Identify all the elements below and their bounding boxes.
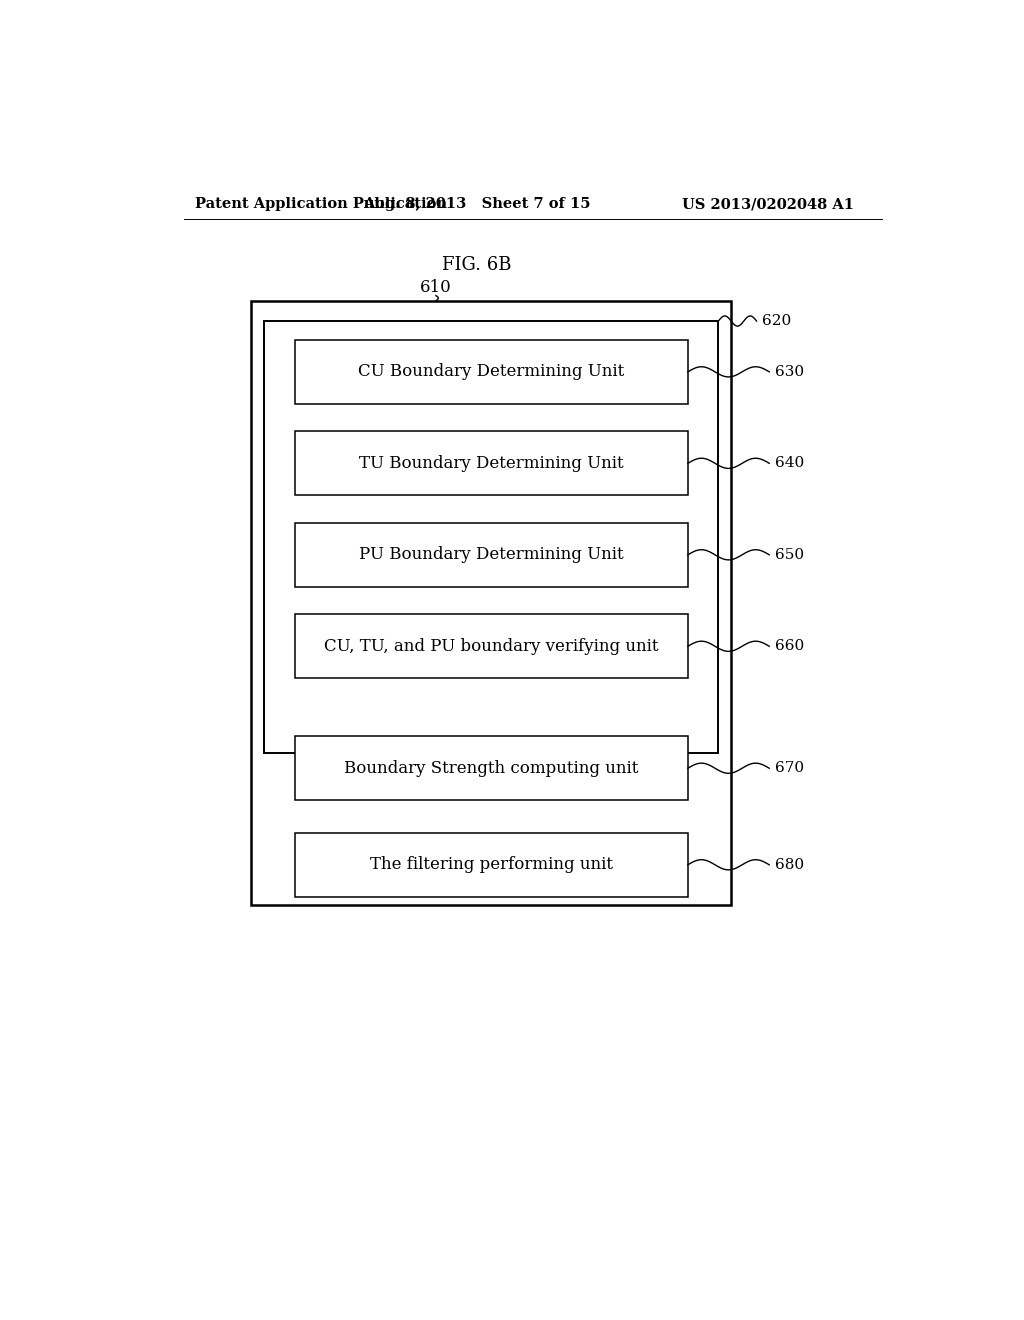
Text: 640: 640 — [775, 457, 804, 470]
Text: The filtering performing unit: The filtering performing unit — [370, 857, 613, 874]
Bar — [295, 833, 688, 896]
Text: CU Boundary Determining Unit: CU Boundary Determining Unit — [358, 363, 625, 380]
Text: 650: 650 — [775, 548, 804, 562]
Text: 670: 670 — [775, 762, 804, 775]
Text: Aug. 8, 2013   Sheet 7 of 15: Aug. 8, 2013 Sheet 7 of 15 — [364, 197, 591, 211]
Bar — [264, 321, 719, 752]
Bar — [295, 432, 688, 495]
Text: FIG. 6B: FIG. 6B — [442, 256, 512, 275]
Text: PU Boundary Determining Unit: PU Boundary Determining Unit — [359, 546, 624, 564]
Text: Patent Application Publication: Patent Application Publication — [196, 197, 447, 211]
Text: US 2013/0202048 A1: US 2013/0202048 A1 — [682, 197, 854, 211]
Bar — [295, 737, 688, 800]
Bar — [295, 523, 688, 587]
Text: 660: 660 — [775, 639, 804, 653]
Text: 620: 620 — [762, 314, 792, 329]
Text: Boundary Strength computing unit: Boundary Strength computing unit — [344, 760, 639, 776]
Text: 630: 630 — [775, 364, 804, 379]
Text: TU Boundary Determining Unit: TU Boundary Determining Unit — [359, 455, 624, 471]
Bar — [295, 614, 688, 678]
Text: CU, TU, and PU boundary verifying unit: CU, TU, and PU boundary verifying unit — [325, 638, 658, 655]
Text: 610: 610 — [420, 279, 452, 296]
Text: 680: 680 — [775, 858, 804, 871]
Bar — [251, 301, 731, 906]
Bar — [295, 339, 688, 404]
